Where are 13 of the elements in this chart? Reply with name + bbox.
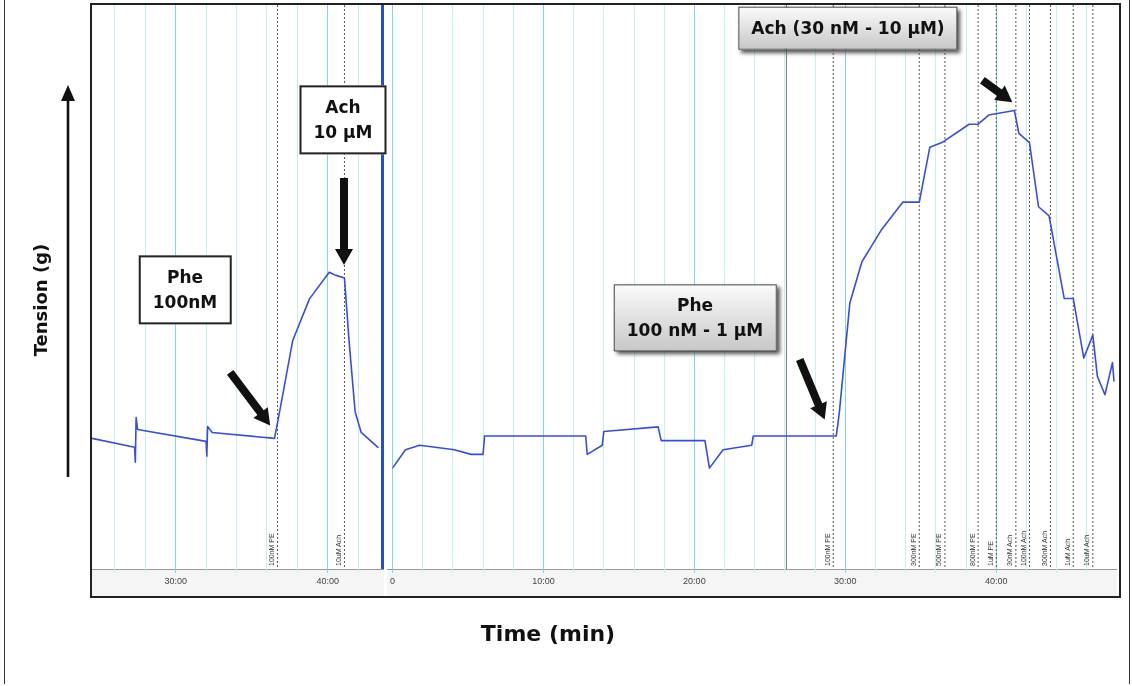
x-tick-label: 40:00 [984, 575, 1008, 586]
y-axis-title: Tension (g) [29, 243, 51, 357]
x-tick-label: 10:00 [532, 575, 555, 586]
text: Ach 10 μM [299, 85, 387, 155]
x-tick-label: 30:00 [834, 575, 857, 586]
x-tick-label: 0 [389, 575, 396, 586]
x-tick-label: 40:00 [316, 575, 339, 586]
x-tick-label: 20:00 [683, 575, 706, 586]
text: Ach (30 nM - 10 μM) [738, 6, 958, 50]
x-tick-label: 30:00 [164, 575, 187, 586]
annotation: Phe 100nM [138, 255, 232, 325]
x-axis-title: Time (min) [480, 620, 616, 646]
annotation: Phe 100 nM - 1 μM [613, 284, 777, 352]
